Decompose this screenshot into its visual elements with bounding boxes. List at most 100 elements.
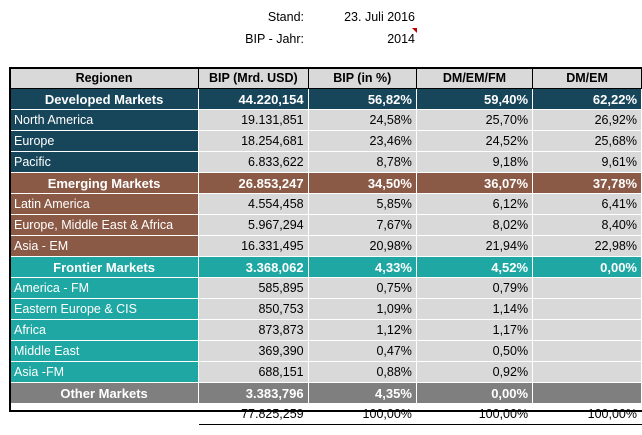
table-row: Asia - EM 16.331,495 20,98% 21,94% 22,98… — [8, 235, 642, 257]
table-cell[interactable]: 21,94% — [415, 235, 534, 257]
table-row: Asia -FM 688,151 0,88% 0,92% — [8, 361, 642, 383]
table-cell[interactable]: 7,67% — [307, 214, 417, 236]
table-cell[interactable]: 3.383,796 — [198, 382, 309, 404]
table-cell[interactable]: 688,151 — [198, 361, 309, 383]
table-cell[interactable]: 23,46% — [307, 130, 417, 152]
table-cell[interactable]: 0,88% — [307, 361, 417, 383]
table-cell[interactable]: 0,92% — [415, 361, 534, 383]
gdp-regions-table: Regionen BIP (Mrd. USD) BIP (in %) DM/EM… — [8, 67, 642, 425]
table-cell[interactable]: 18.254,681 — [198, 130, 309, 152]
table-cell[interactable]: 44.220,154 — [198, 88, 309, 110]
table-cell[interactable]: 1,09% — [307, 298, 417, 320]
table-cell[interactable]: 25,68% — [532, 130, 642, 152]
table-cell[interactable]: 6,41% — [532, 193, 642, 215]
total-row: 77.825,259 100,00% 100,00% 100,00% — [8, 403, 642, 425]
table-cell[interactable]: 26.853,247 — [198, 172, 309, 194]
table-cell[interactable]: 3.368,062 — [198, 256, 309, 278]
table-cell[interactable]: 585,895 — [198, 277, 309, 299]
table-cell[interactable]: 850,753 — [198, 298, 309, 320]
table-cell[interactable]: 1,12% — [307, 319, 417, 341]
region-name[interactable]: Pacific — [8, 151, 200, 173]
table-cell[interactable] — [532, 340, 642, 362]
table-cell[interactable]: 0,47% — [307, 340, 417, 362]
table-cell[interactable]: 9,61% — [532, 151, 642, 173]
group-name[interactable]: Developed Markets — [8, 88, 200, 110]
region-name[interactable]: America - FM — [8, 277, 200, 299]
table-row: Middle East 369,390 0,47% 0,50% — [8, 340, 642, 362]
total-label-cell[interactable] — [8, 403, 200, 425]
header-row: Regionen BIP (Mrd. USD) BIP (in %) DM/EM… — [8, 67, 642, 89]
table-cell[interactable]: 56,82% — [307, 88, 417, 110]
region-name[interactable]: Middle East — [8, 340, 200, 362]
table-cell[interactable]: 4.554,458 — [198, 193, 309, 215]
table-cell[interactable]: 6.833,622 — [198, 151, 309, 173]
table-cell[interactable]: 5,85% — [307, 193, 417, 215]
header-gdp[interactable]: BIP (Mrd. USD) — [198, 67, 309, 89]
group-row-developed: Developed Markets 44.220,154 56,82% 59,4… — [8, 88, 642, 110]
year-value: 2014 — [387, 32, 415, 46]
table-cell[interactable]: 8,78% — [307, 151, 417, 173]
comment-marker-icon[interactable] — [412, 28, 417, 33]
stand-label: Stand: — [267, 10, 304, 24]
table-cell[interactable]: 19.131,851 — [198, 109, 309, 131]
group-name[interactable]: Emerging Markets — [8, 172, 200, 194]
table-cell[interactable]: 8,02% — [415, 214, 534, 236]
table-cell[interactable]: 16.331,495 — [198, 235, 309, 257]
table-cell[interactable]: 0,79% — [415, 277, 534, 299]
region-name[interactable]: Europe — [8, 130, 200, 152]
table-cell[interactable]: 24,52% — [415, 130, 534, 152]
table-row: North America 19.131,851 24,58% 25,70% 2… — [8, 109, 642, 131]
table-cell[interactable]: 5.967,294 — [198, 214, 309, 236]
table-cell[interactable]: 873,873 — [198, 319, 309, 341]
table-cell[interactable]: 20,98% — [307, 235, 417, 257]
table-cell[interactable]: 6,12% — [415, 193, 534, 215]
table-cell[interactable]: 77.825,259 — [198, 403, 309, 425]
report-meta: Stand: 23. Juli 2016 BIP - Jahr: 2014 — [0, 0, 642, 56]
table-cell[interactable]: 1,14% — [415, 298, 534, 320]
table-cell[interactable]: 4,35% — [307, 382, 417, 404]
region-name[interactable]: Eastern Europe & CIS — [8, 298, 200, 320]
region-name[interactable]: Europe, Middle East & Africa — [8, 214, 200, 236]
table-cell[interactable]: 369,390 — [198, 340, 309, 362]
header-regions[interactable]: Regionen — [8, 67, 200, 89]
group-name[interactable]: Other Markets — [8, 382, 200, 404]
table-cell[interactable]: 59,40% — [415, 88, 534, 110]
table-cell[interactable]: 100,00% — [532, 403, 642, 425]
table-cell[interactable] — [532, 298, 642, 320]
table-cell[interactable]: 0,00% — [532, 256, 642, 278]
table-cell[interactable]: 0,75% — [307, 277, 417, 299]
group-row-other: Other Markets 3.383,796 4,35% 0,00% — [8, 382, 642, 404]
table-cell[interactable]: 62,22% — [532, 88, 642, 110]
group-name[interactable]: Frontier Markets — [8, 256, 200, 278]
table-cell[interactable]: 4,33% — [307, 256, 417, 278]
table-cell[interactable]: 1,17% — [415, 319, 534, 341]
group-row-frontier: Frontier Markets 3.368,062 4,33% 4,52% 0… — [8, 256, 642, 278]
table-cell[interactable] — [532, 382, 642, 404]
table-cell[interactable]: 0,50% — [415, 340, 534, 362]
table-cell[interactable] — [532, 319, 642, 341]
table-cell[interactable]: 26,92% — [532, 109, 642, 131]
table-cell[interactable]: 8,40% — [532, 214, 642, 236]
table-cell[interactable]: 9,18% — [415, 151, 534, 173]
table-cell[interactable] — [532, 277, 642, 299]
region-name[interactable]: Africa — [8, 319, 200, 341]
table-row: America - FM 585,895 0,75% 0,79% — [8, 277, 642, 299]
header-dm-em-fm[interactable]: DM/EM/FM — [415, 67, 534, 89]
region-name[interactable]: North America — [8, 109, 200, 131]
region-name[interactable]: Latin America — [8, 193, 200, 215]
header-dm-em[interactable]: DM/EM — [532, 67, 642, 89]
table-cell[interactable]: 24,58% — [307, 109, 417, 131]
header-gdp-percent[interactable]: BIP (in %) — [307, 67, 417, 89]
table-cell[interactable]: 25,70% — [415, 109, 534, 131]
table-cell[interactable]: 100,00% — [415, 403, 534, 425]
region-name[interactable]: Asia -FM — [8, 361, 200, 383]
table-cell[interactable]: 4,52% — [415, 256, 534, 278]
table-cell[interactable]: 37,78% — [532, 172, 642, 194]
table-cell[interactable]: 36,07% — [415, 172, 534, 194]
table-cell[interactable]: 100,00% — [307, 403, 417, 425]
table-cell[interactable]: 0,00% — [415, 382, 534, 404]
table-cell[interactable]: 22,98% — [532, 235, 642, 257]
table-cell[interactable] — [532, 361, 642, 383]
table-cell[interactable]: 34,50% — [307, 172, 417, 194]
region-name[interactable]: Asia - EM — [8, 235, 200, 257]
